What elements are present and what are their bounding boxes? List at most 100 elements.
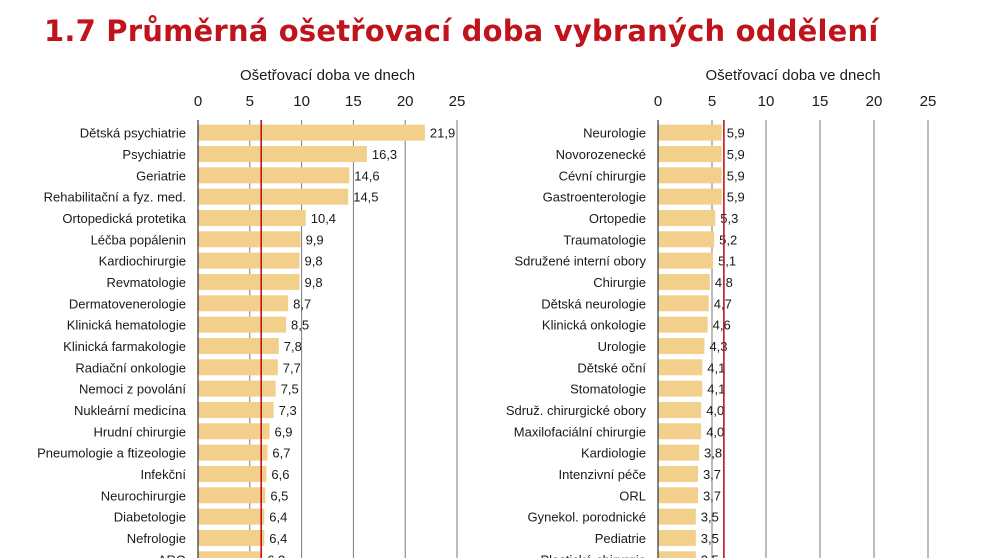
value-label: 3,5 [701,552,719,558]
value-label: 3,5 [701,531,719,546]
bar [198,380,276,397]
bar [198,209,306,226]
category-label: Ortopedie [589,211,646,226]
value-label: 4,1 [707,382,725,397]
value-label: 8,7 [293,296,311,311]
page-title: 1.7 Průměrná ošetřovací doba vybraných o… [44,14,879,48]
value-label: 4,3 [709,339,727,354]
bar [658,124,722,141]
value-label: 5,9 [727,168,745,183]
category-label: Nemoci z povolání [79,382,186,397]
category-label: Ortopedická protetika [62,211,186,226]
bar [658,444,700,461]
value-label: 14,5 [353,190,378,205]
category-label: Hrudní chirurgie [94,424,187,439]
category-label: Sdružené interní obory [514,254,646,269]
value-label: 7,7 [283,360,301,375]
category-label: Kardiologie [581,446,646,461]
value-label: 5,9 [727,147,745,162]
bar [198,401,274,418]
value-label: 8,5 [291,318,309,333]
value-label: 5,2 [719,232,737,247]
value-label: 6,9 [274,424,292,439]
value-label: 7,5 [281,382,299,397]
category-label: Sdruž. chirurgické obory [506,403,647,418]
bar [198,273,300,290]
category-label: Gastroenterologie [543,190,646,205]
chart-left: Ošetřovací doba ve dnech 0 5 10 15 20 25 Dětská… [37,67,466,558]
category-label: Diabetologie [114,510,186,525]
bar [198,487,266,504]
value-label: 7,8 [284,339,302,354]
value-label: 5,9 [727,126,745,141]
value-label: 6,4 [269,531,287,546]
category-label: Traumatologie [563,232,646,247]
value-label: 4,0 [706,403,724,418]
bar [198,359,278,376]
x-axis-label: Ošetřovací doba ve dnech [705,67,880,84]
bar [658,487,698,504]
x-tick-label: 15 [345,93,362,110]
bar [198,508,265,525]
category-label: Psychiatrie [122,147,186,162]
category-label: Dětská neurologie [541,296,646,311]
x-tick-label: 5 [246,93,254,110]
value-label: 3,7 [703,488,721,503]
bar [658,465,698,482]
x-tick-label: 0 [194,93,202,110]
value-label: 3,5 [701,510,719,525]
value-label: 3,8 [704,446,722,461]
value-label: 6,4 [269,510,287,525]
chart-right: Ošetřovací doba ve dnech 0 5 10 15 20 25 Neurol… [506,67,936,558]
category-label: Stomatologie [570,382,646,397]
bar [198,423,270,440]
x-axis-label: Ošetřovací doba ve dnech [240,67,415,84]
bar [198,188,349,205]
bar [658,273,710,290]
category-label: Pneumologie a ftizeologie [37,446,186,461]
category-label: Maxilofaciální chirurgie [514,424,646,439]
value-label: 9,9 [306,232,324,247]
category-label: Geriatrie [136,168,186,183]
x-tick-label: 10 [293,93,310,110]
category-label: Dětské oční [577,360,646,375]
category-label: Dětská psychiatrie [80,126,186,141]
value-label: 5,1 [718,254,736,269]
bar [198,231,301,248]
value-label: 6,7 [272,446,290,461]
bar [658,188,722,205]
value-label: 5,3 [720,211,738,226]
x-tick-label: 25 [449,93,466,110]
category-label: Nefrologie [127,531,186,546]
bar [658,231,715,248]
value-label: 10,4 [311,211,336,226]
category-label: Chirurgie [593,275,646,290]
category-label: Pediatrie [595,531,646,546]
value-label: 14,6 [354,168,379,183]
bar [658,508,696,525]
bar [658,337,705,354]
category-label: Novorozenecké [556,147,646,162]
bar [658,551,696,558]
category-label: Neurologie [583,126,646,141]
bar [198,124,425,141]
category-label: Radiační onkologie [75,360,186,375]
category-label: Klinická hematologie [67,318,186,333]
category-label: ORL [619,488,646,503]
bar [198,529,265,546]
bar [658,316,708,333]
x-tick-label: 15 [812,93,829,110]
category-label: Klinická farmakologie [63,339,186,354]
bar [658,295,709,312]
bar [658,209,716,226]
value-label: 6,5 [270,488,288,503]
value-label: 7,3 [279,403,297,418]
bar [658,380,703,397]
category-label: Intenzivní péče [559,467,646,482]
category-label: Rehabilitační a fyz. med. [44,190,186,205]
bar [658,145,722,162]
category-label: Infekční [140,467,186,482]
bar [198,295,289,312]
category-label: Revmatologie [107,275,187,290]
value-label: 5,9 [727,190,745,205]
